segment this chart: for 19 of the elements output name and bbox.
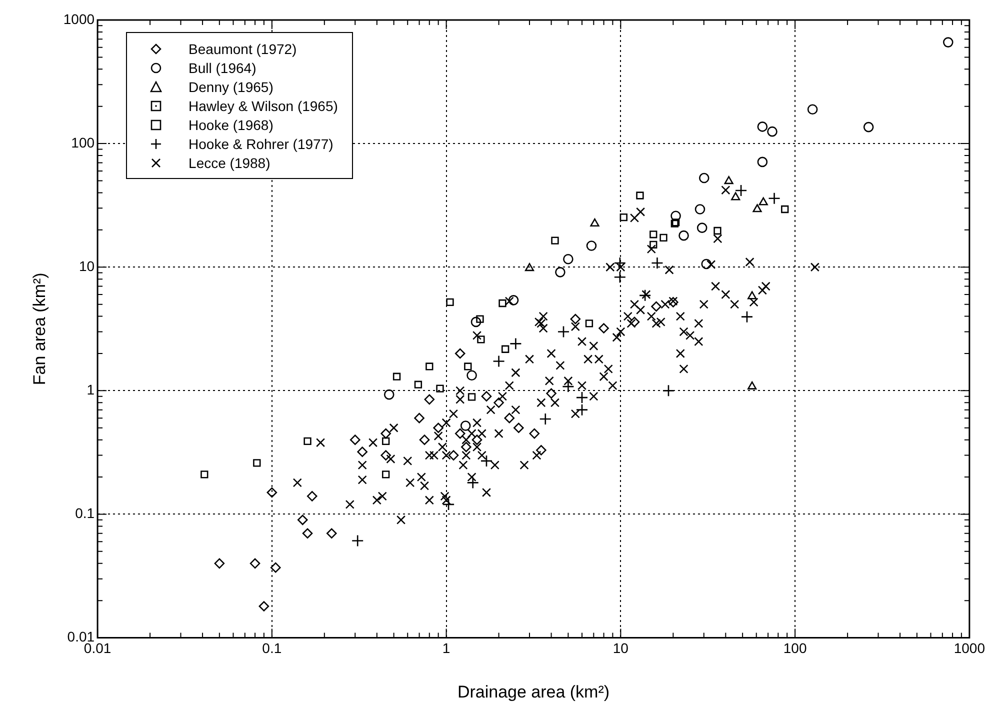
x-tick-label: 100 <box>783 640 807 656</box>
legend-label: Hooke & Rohrer (1977) <box>188 136 334 152</box>
x-tick-label: 10 <box>612 640 629 656</box>
y-tick-label: 1000 <box>63 10 95 27</box>
legend-label: Lecce (1988) <box>188 154 270 170</box>
x-tick-label: 1000 <box>954 640 986 656</box>
legend-label: Beaumont (1972) <box>188 40 297 56</box>
x-tick-label: 1 <box>442 640 450 656</box>
x-axis-title: Drainage area (km²) <box>457 682 610 702</box>
legend-label: Denny (1965) <box>188 78 274 94</box>
legend-label: Bull (1964) <box>188 60 256 76</box>
y-tick-label: 0.1 <box>75 505 95 522</box>
y-tick-label: 1 <box>86 382 95 398</box>
y-tick-label: 10 <box>78 258 95 274</box>
y-axis-title: Fan area (km²) <box>30 272 49 386</box>
legend-label: Hawley & Wilson (1965) <box>188 98 338 114</box>
y-tick-label: 100 <box>71 134 95 150</box>
legend-label: Hooke (1968) <box>188 116 274 132</box>
x-tick-label: 0.1 <box>262 640 282 656</box>
